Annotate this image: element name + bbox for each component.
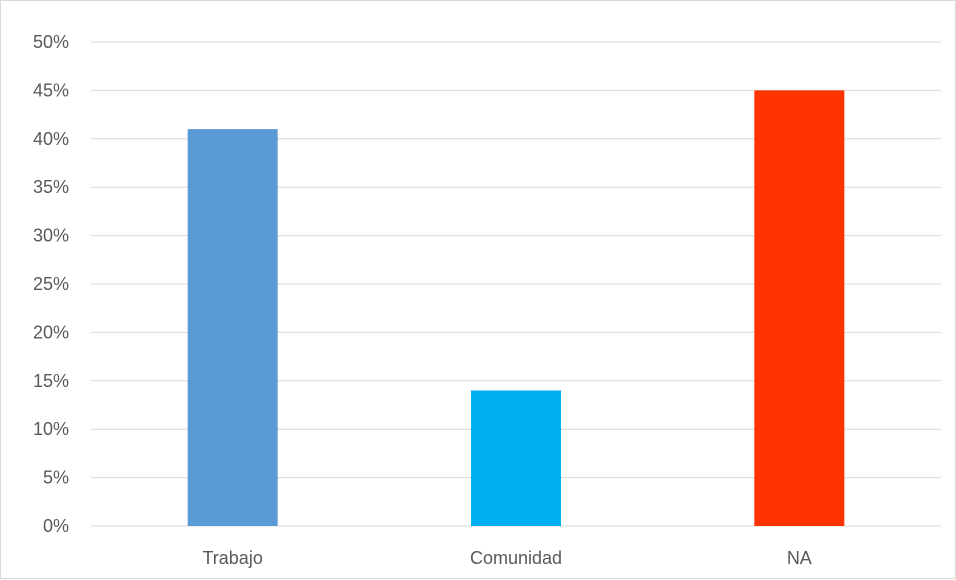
bar-na [754, 90, 845, 527]
y-tick-label-2: 10% [33, 419, 69, 439]
y-axis-ticks: 0% 5% 10% 15% 20% 25% 30% 35% 40% 45% 50% [33, 32, 69, 536]
x-tick-label-comunidad: Comunidad [470, 548, 562, 568]
y-tick-label-1: 5% [43, 468, 69, 488]
y-tick-label-0: 0% [43, 516, 69, 536]
bars [187, 90, 845, 527]
y-tick-label-5: 25% [33, 274, 69, 294]
y-tick-label-6: 30% [33, 226, 69, 246]
x-axis-ticks: Trabajo Comunidad NA [202, 548, 811, 568]
y-tick-label-4: 20% [33, 322, 69, 342]
y-tick-label-3: 15% [33, 371, 69, 391]
x-tick-label-na: NA [787, 548, 812, 568]
y-tick-label-8: 40% [33, 129, 69, 149]
bar-trabajo [187, 129, 278, 526]
y-tick-label-9: 45% [33, 80, 69, 100]
y-tick-label-7: 35% [33, 177, 69, 197]
x-tick-label-trabajo: Trabajo [202, 548, 262, 568]
y-tick-label-10: 50% [33, 32, 69, 52]
bar-comunidad [471, 390, 561, 526]
